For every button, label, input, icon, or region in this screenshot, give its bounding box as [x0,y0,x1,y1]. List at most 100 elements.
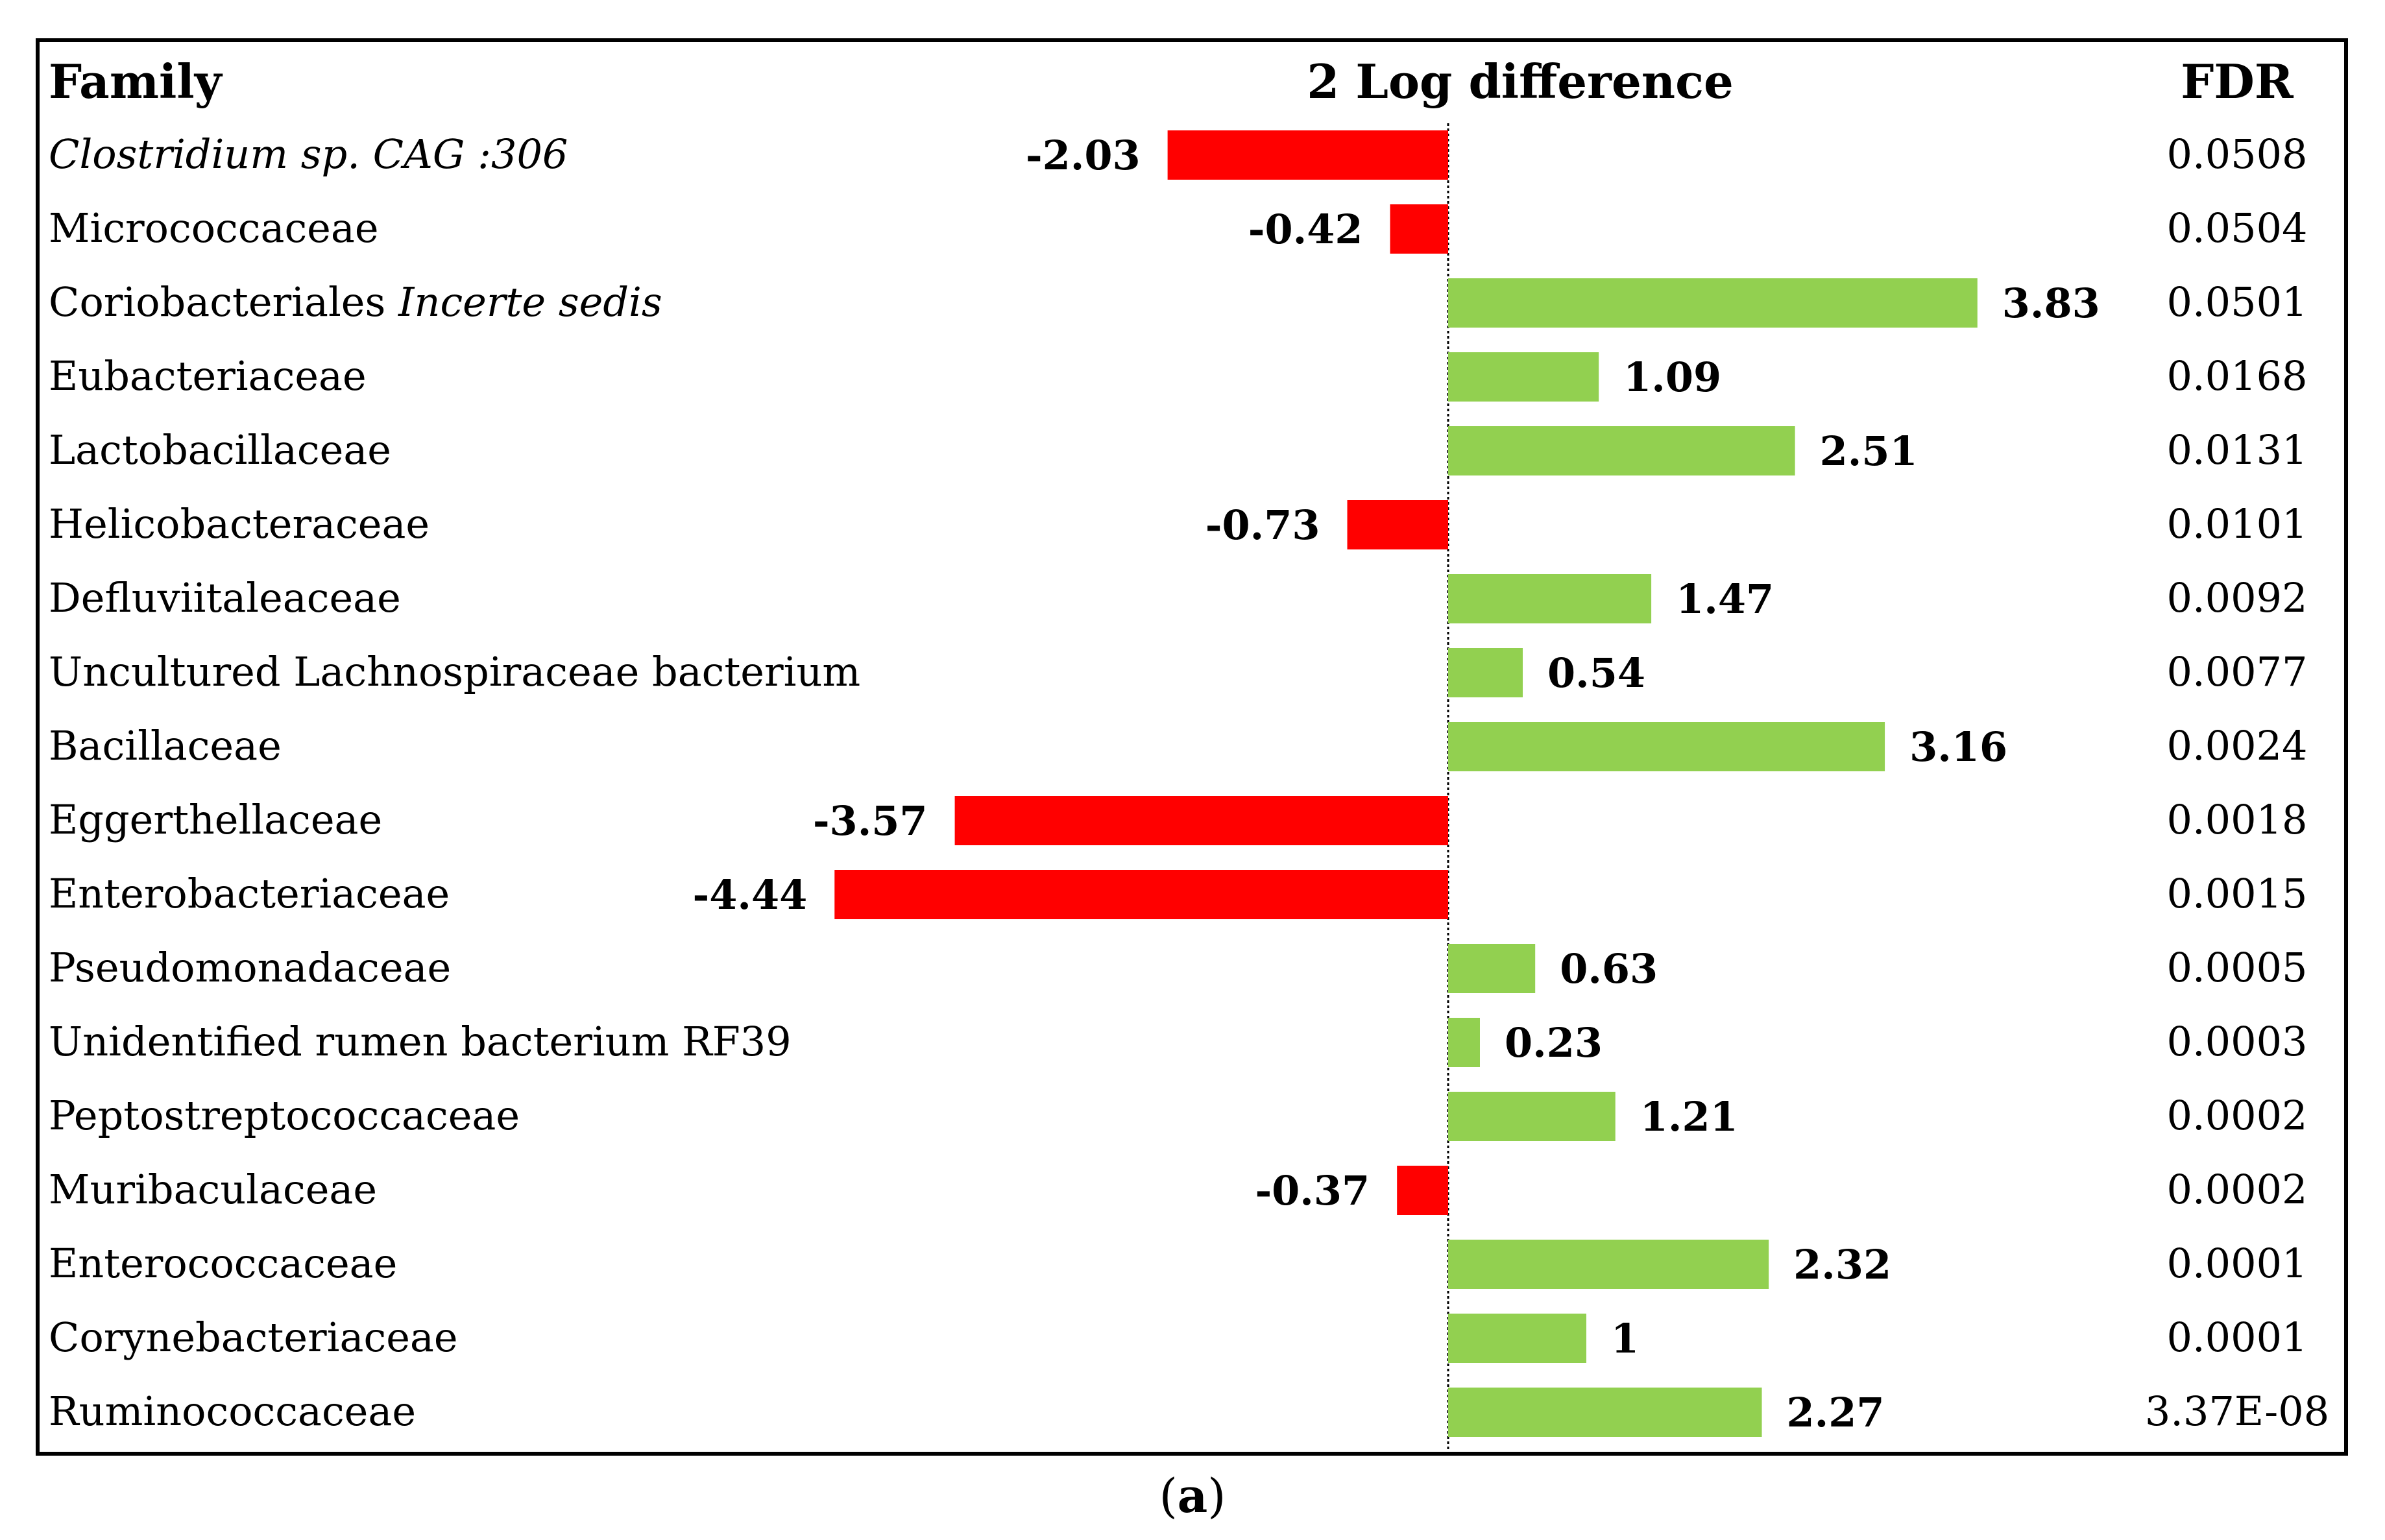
fdr-column-header: FDR [2181,54,2294,109]
family-label-text: Pseudomonadaceae [49,944,452,991]
family-label-text: Unidentified rumen bacterium RF39 [49,1018,792,1065]
family-label: Helicobacteraceae [49,504,430,544]
family-label: Micrococcaceae [49,208,379,248]
fdr-value: 0.0504 [2166,204,2308,252]
family-label: Corynebacteriaceae [49,1317,458,1358]
bar-value-label: -0.42 [1248,206,1363,253]
family-label-text: Muribaculaceae [49,1166,378,1213]
bar [1448,1018,1480,1067]
family-label-text: Ruminococcaceae [49,1388,417,1435]
bar [1448,1314,1586,1363]
family-label: Uncultured Lachnospiraceae bacterium [49,652,860,692]
bar-value-label: 2.32 [1793,1241,1891,1288]
family-label-text: Eubacteriaceae [49,352,367,400]
fdr-value: 0.0101 [2166,500,2308,547]
fdr-value: 0.0001 [2166,1314,2308,1361]
bar [1448,722,1885,771]
family-label: Defluviitaleaceae [49,578,401,618]
family-label-text: Bacillaceae [49,722,282,769]
family-label: Clostridium sp. CAG :306 [49,134,568,174]
family-label: Lactobacillaceae [49,430,391,470]
fdr-value: 3.37E-08 [2144,1388,2330,1435]
bar [954,796,1448,845]
family-label-text: Peptostreptococcaceae [49,1092,520,1139]
bar [1448,278,1978,328]
family-label: Muribaculaceae [49,1170,377,1210]
bar-value-label: 2.27 [1787,1389,1885,1436]
family-label: Coriobacteriales Incerte sedis [49,282,662,322]
fdr-value: 0.0001 [2166,1240,2308,1287]
family-label-text: Defluviitaleaceae [49,574,401,621]
bar-value-label: -0.73 [1205,501,1320,549]
family-label-text: Uncultured Lachnospiraceae bacterium [49,648,861,695]
family-label-text: Coriobacteriales [49,278,399,326]
bar-value-label: -4.44 [693,871,808,919]
family-label: Peptostreptococcaceae [49,1096,520,1136]
bar [1448,1240,1769,1289]
bar-value-label: -3.57 [813,797,928,845]
bar [1448,648,1523,697]
caption-letter: a [1177,1468,1208,1523]
fdr-value: 0.0131 [2166,426,2308,474]
chart-frame [36,38,2348,1456]
family-label: Ruminococcaceae [49,1391,416,1432]
bar-value-label: 1 [1611,1315,1639,1362]
family-label: Enterobacteriaceae [49,874,450,914]
fdr-value: 0.0005 [2166,944,2308,991]
bar-value-label: 0.23 [1505,1019,1603,1066]
bar-value-label: 3.83 [2002,280,2100,327]
fdr-value: 0.0168 [2166,352,2308,400]
bar-value-label: 1.47 [1676,575,1774,623]
bar-value-label: 3.16 [1909,723,2007,771]
fdr-value: 0.0015 [2166,870,2308,917]
family-label-text: Enterobacteriaceae [49,870,450,917]
bar-value-label: 0.54 [1547,649,1645,697]
bar [1448,426,1795,475]
bar-value-label: 1.09 [1623,354,1721,401]
family-label: Eggerthellaceae [49,800,382,840]
family-label-text: Enterococcaceae [49,1240,398,1287]
family-label-text: Lactobacillaceae [49,426,391,474]
bar-value-label: 1.21 [1640,1093,1738,1140]
fdr-value: 0.0024 [2166,722,2308,769]
figure-caption: (a) [1159,1473,1226,1520]
family-label: Unidentified rumen bacterium RF39 [49,1022,792,1062]
family-label: Enterococcaceae [49,1244,397,1284]
fdr-value: 0.0501 [2166,278,2308,326]
fdr-value: 0.0002 [2166,1092,2308,1139]
bar [1448,352,1599,402]
caption-close: ) [1207,1469,1226,1523]
bar [1448,1388,1762,1437]
family-label: Eubacteriaceae [49,356,367,396]
family-label-text: Micrococcaceae [49,204,379,252]
fdr-value: 0.0002 [2166,1166,2308,1213]
family-label-text: Helicobacteraceae [49,500,430,547]
bar-value-label: 0.63 [1560,945,1658,993]
caption-open: ( [1159,1469,1178,1523]
fdr-value: 0.0018 [2166,796,2308,843]
bar-value-label: -0.37 [1255,1167,1370,1214]
bar-value-label: -2.03 [1026,132,1141,179]
family-label-text: Eggerthellaceae [49,796,383,843]
fdr-value: 0.0508 [2166,130,2308,178]
difference-column-header: 2 Log difference [1307,54,1734,109]
bar [1448,944,1536,993]
bar [834,870,1448,919]
fdr-value: 0.0003 [2166,1018,2308,1065]
bar [1397,1166,1448,1215]
fdr-value: 0.0092 [2166,574,2308,621]
bar-value-label: 2.51 [1820,427,1918,475]
family-label-text: Corynebacteriaceae [49,1314,458,1361]
family-label: Pseudomonadaceae [49,948,451,988]
family-label-italic-text: Clostridium sp. CAG :306 [49,130,568,178]
family-column-header: Family [49,54,222,109]
family-label: Bacillaceae [49,726,282,766]
bar [1448,1092,1616,1141]
fdr-value: 0.0077 [2166,648,2308,695]
bar [1390,204,1448,254]
family-label-italic-text: Incerte sedis [398,278,662,326]
bar [1347,500,1448,549]
bar [1167,130,1448,180]
bar [1448,574,1652,623]
